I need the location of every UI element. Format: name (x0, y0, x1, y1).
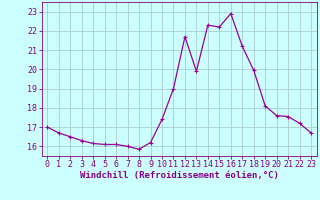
X-axis label: Windchill (Refroidissement éolien,°C): Windchill (Refroidissement éolien,°C) (80, 171, 279, 180)
